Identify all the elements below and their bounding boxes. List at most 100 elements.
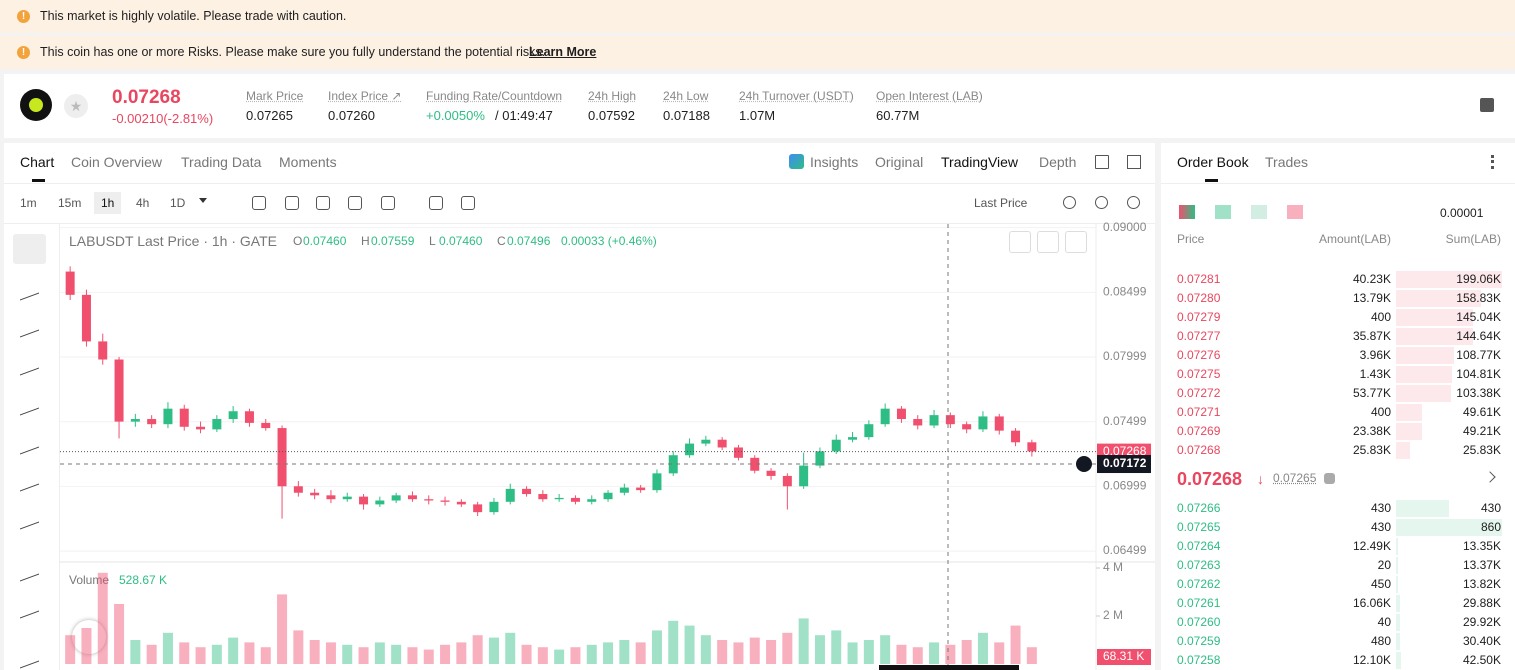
toolbar-icon[interactable]: [461, 196, 475, 210]
mid-arrow: ↓: [1257, 471, 1264, 487]
chart-tab[interactable]: Coin Overview: [71, 154, 163, 170]
layout-toggle[interactable]: [1179, 205, 1195, 219]
order-book-tab[interactable]: Order Book: [1177, 154, 1249, 170]
layout-toggle[interactable]: [1215, 205, 1231, 219]
expand-arrow[interactable]: [1484, 471, 1496, 483]
chart-tab[interactable]: Moments: [279, 154, 337, 170]
notes-icon[interactable]: [1480, 98, 1494, 112]
drawing-tool[interactable]: [20, 388, 39, 416]
drawing-tool[interactable]: [20, 641, 39, 669]
legend-value: 0.07460: [303, 234, 347, 248]
order-price[interactable]: 0.07264: [1177, 539, 1221, 553]
order-price[interactable]: 0.07258: [1177, 653, 1221, 667]
ticker-header: ★ 0.07268 -0.00210(-2.81%) Mark Price 0.0…: [4, 74, 1515, 138]
toolbar-icon[interactable]: [285, 196, 299, 210]
interval-button[interactable]: 15m: [58, 196, 82, 210]
info-icon: !: [17, 46, 30, 59]
order-price[interactable]: 0.07266: [1177, 501, 1221, 515]
interval-dropdown[interactable]: [199, 198, 207, 207]
order-price[interactable]: 0.07271: [1177, 405, 1221, 419]
chart-tab[interactable]: Trading Data: [181, 154, 262, 170]
order-price[interactable]: 0.07277: [1177, 329, 1221, 343]
order-price[interactable]: 0.07272: [1177, 386, 1221, 400]
precision-select[interactable]: 0.00001: [1440, 206, 1484, 220]
order-sum: 108.77K: [1456, 348, 1501, 362]
order-sum: 13.37K: [1462, 558, 1501, 572]
order-price[interactable]: 0.07259: [1177, 634, 1221, 648]
drawing-tool[interactable]: [20, 273, 39, 301]
drawing-tool[interactable]: [20, 502, 39, 530]
depth-bar: [1396, 614, 1400, 631]
order-sum: 42.50K: [1462, 653, 1501, 667]
legend-key: O: [293, 234, 303, 248]
order-amount: 12.49K: [1352, 539, 1391, 553]
favorite-star[interactable]: ★: [64, 94, 88, 118]
toolbar-icon[interactable]: [429, 196, 443, 210]
order-price[interactable]: 0.07281: [1177, 272, 1221, 286]
depth-bar: [1396, 633, 1400, 650]
divider: [1161, 183, 1515, 184]
drawing-tool[interactable]: [20, 427, 39, 455]
order-amount: 12.10K: [1352, 653, 1391, 667]
order-price[interactable]: 0.07262: [1177, 577, 1221, 591]
chart-tab[interactable]: Chart: [20, 154, 55, 170]
order-price[interactable]: 0.07265: [1177, 520, 1221, 534]
view-tab[interactable]: Depth: [1039, 154, 1077, 170]
legend-button[interactable]: [1009, 231, 1031, 253]
stat-value: 0.07260: [328, 108, 375, 123]
order-price[interactable]: 0.07280: [1177, 291, 1221, 305]
stat-label: Open Interest (LAB): [876, 89, 983, 103]
toolbar-icon[interactable]: [1127, 196, 1140, 209]
depth-bar: [1396, 423, 1423, 440]
depth-bar: [1396, 519, 1502, 536]
legend-key: C: [497, 234, 506, 248]
order-price[interactable]: 0.07263: [1177, 558, 1221, 572]
order-price[interactable]: 0.07279: [1177, 310, 1221, 324]
drawing-tool[interactable]: [13, 234, 46, 264]
depth-bar: [1396, 557, 1398, 574]
interval-button[interactable]: 4h: [136, 196, 150, 210]
menu-dots[interactable]: [1491, 155, 1497, 169]
drawing-tool[interactable]: [20, 464, 39, 492]
order-amount: 23.38K: [1352, 424, 1391, 438]
order-price[interactable]: 0.07261: [1177, 596, 1221, 610]
interval-button[interactable]: 1h: [94, 192, 122, 214]
layout-toggle[interactable]: [1287, 205, 1303, 219]
interval-button[interactable]: 1m: [20, 196, 37, 210]
mid-price: 0.07268: [1177, 469, 1243, 489]
interval-button[interactable]: 1D: [170, 196, 186, 210]
toolbar-icon[interactable]: [1063, 196, 1076, 209]
order-book-tab[interactable]: Trades: [1265, 154, 1309, 170]
order-price[interactable]: 0.07275: [1177, 367, 1221, 381]
column-header: Sum(LAB): [1445, 232, 1501, 246]
order-sum: 13.82K: [1462, 577, 1501, 591]
order-price[interactable]: 0.07269: [1177, 424, 1221, 438]
view-tab[interactable]: Original: [875, 154, 924, 170]
learn-more-link[interactable]: Learn More: [529, 45, 597, 59]
legend-button[interactable]: [1037, 231, 1059, 253]
view-tab[interactable]: Insights: [810, 154, 859, 170]
toolbar-icon[interactable]: [348, 196, 362, 210]
toolbar-icon[interactable]: [316, 196, 330, 210]
drawing-tool[interactable]: [20, 310, 39, 338]
toolbar-icon[interactable]: [1095, 196, 1108, 209]
legend-key: L: [429, 234, 436, 248]
layout-toggle[interactable]: [1251, 205, 1267, 219]
drawing-tool[interactable]: [20, 554, 39, 582]
drawing-tool[interactable]: [20, 348, 39, 376]
stat-value: / 01:49:47: [495, 108, 553, 123]
depth-bar: [1396, 576, 1398, 593]
order-price[interactable]: 0.07276: [1177, 348, 1221, 362]
view-tab[interactable]: TradingView: [941, 154, 1019, 170]
toolbar-icon[interactable]: [252, 196, 266, 210]
drawing-tool[interactable]: [20, 591, 39, 619]
order-price[interactable]: 0.07260: [1177, 615, 1221, 629]
order-amount: 20: [1377, 558, 1391, 572]
legend-button[interactable]: [1065, 231, 1087, 253]
order-amount: 3.96K: [1359, 348, 1391, 362]
price-source[interactable]: Last Price: [974, 196, 1028, 210]
tab-underline: [32, 179, 45, 182]
order-price[interactable]: 0.07268: [1177, 443, 1221, 457]
toolbar-icon[interactable]: [381, 196, 395, 210]
